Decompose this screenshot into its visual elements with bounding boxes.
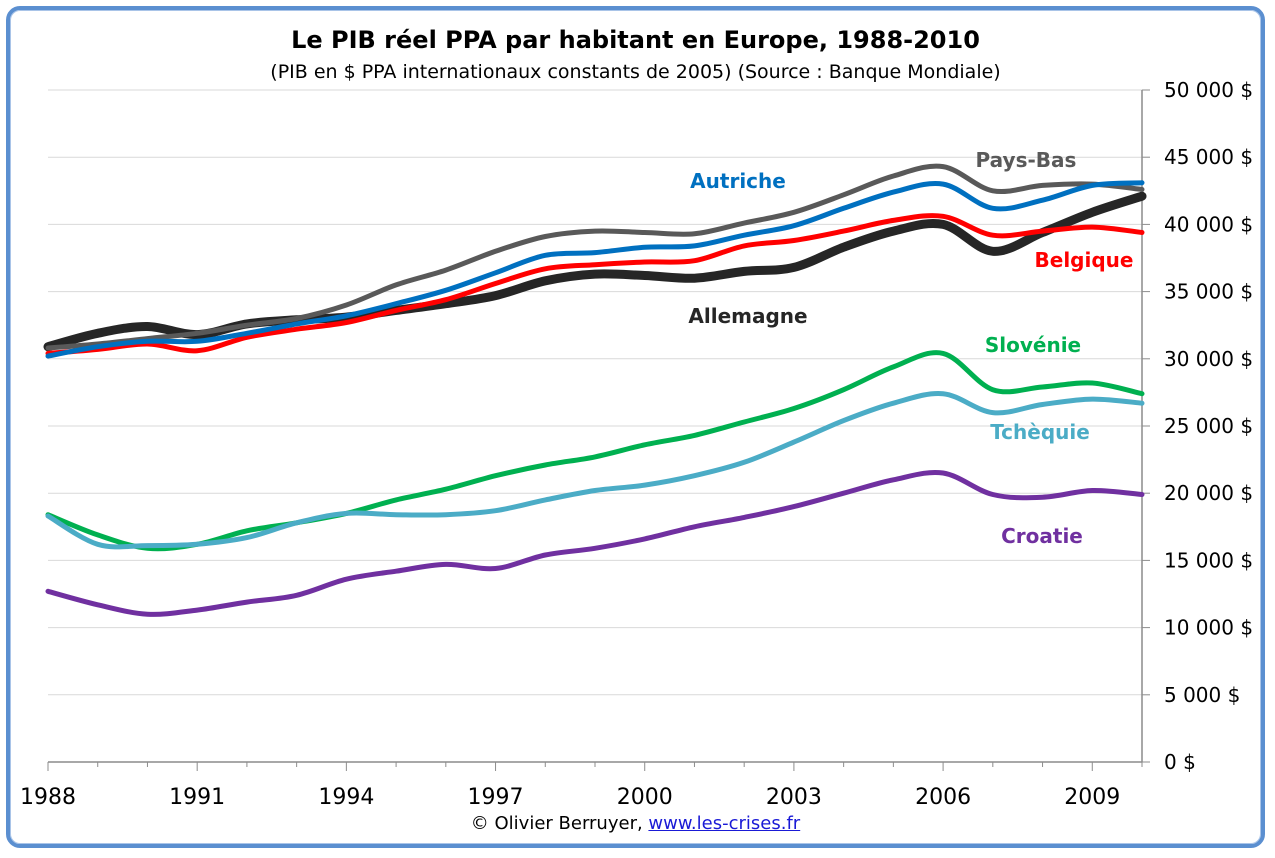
chart-title: Le PIB réel PPA par habitant en Europe, …: [291, 26, 980, 54]
series-label-tchequie: Tchèquie: [990, 420, 1090, 444]
series-label-allemagne: Allemagne: [688, 304, 807, 328]
axes: 0 $ 5 000 $ 10 000 $ 15 000 $ 20 000 $ 25 000…: [20, 78, 1253, 810]
series-labels: Pays-Bas Autriche Belgique Allemagne Slovéni…: [688, 148, 1133, 548]
series-line-croatie: [45, 469, 1145, 617]
source-link[interactable]: www.les-crises.fr: [648, 813, 801, 834]
series-line-tchequie: [45, 390, 1145, 550]
tick-label-y: 5 000 $: [1164, 683, 1240, 707]
tick-label-x: 2006: [915, 785, 971, 810]
series-line-belgique: [45, 213, 1145, 356]
tick-label-y: 25 000 $: [1164, 414, 1253, 438]
tick-label-y: 35 000 $: [1164, 280, 1253, 304]
tick-label-x: 2009: [1064, 785, 1120, 810]
series-line-allemagne: [43, 191, 1147, 352]
series-label-autriche: Autriche: [690, 169, 786, 193]
tick-label-y: 30 000 $: [1164, 347, 1253, 371]
tick-label-y: 40 000 $: [1164, 212, 1253, 236]
tick-label-x: 1991: [169, 785, 225, 810]
tick-label-x: 1994: [318, 785, 374, 810]
tick-label-y: 10 000 $: [1164, 616, 1253, 640]
tick-label-y: 0 $: [1164, 750, 1196, 774]
series-line-slovenie: [45, 350, 1145, 552]
tick-label-y: 20 000 $: [1164, 481, 1253, 505]
series-label-croatie: Croatie: [1001, 524, 1083, 548]
series-lines: [43, 163, 1147, 617]
series-label-slovenie: Slovénie: [985, 333, 1081, 357]
series-line-autriche: [45, 180, 1145, 359]
series-label-pays-bas: Pays-Bas: [976, 148, 1077, 172]
tick-label-y: 45 000 $: [1164, 145, 1253, 169]
chart-frame: [6, 6, 1265, 848]
chart-subtitle: (PIB en $ PPA internationaux constants d…: [270, 61, 1001, 83]
series-line-pays-bas: [45, 163, 1145, 351]
tick-label-x: 1988: [20, 785, 76, 810]
tick-label-y: 50 000 $: [1164, 78, 1253, 102]
gridlines: [48, 89, 1142, 696]
series-label-belgique: Belgique: [1035, 248, 1134, 272]
footer: © Olivier Berruyer, www.les-crises.fr: [0, 813, 1271, 834]
tick-label-x: 2003: [766, 785, 822, 810]
tick-label-x: 1997: [468, 785, 524, 810]
tick-label-x: 2000: [617, 785, 673, 810]
copyright-text: © Olivier Berruyer,: [470, 813, 643, 834]
tick-label-y: 15 000 $: [1164, 548, 1253, 572]
